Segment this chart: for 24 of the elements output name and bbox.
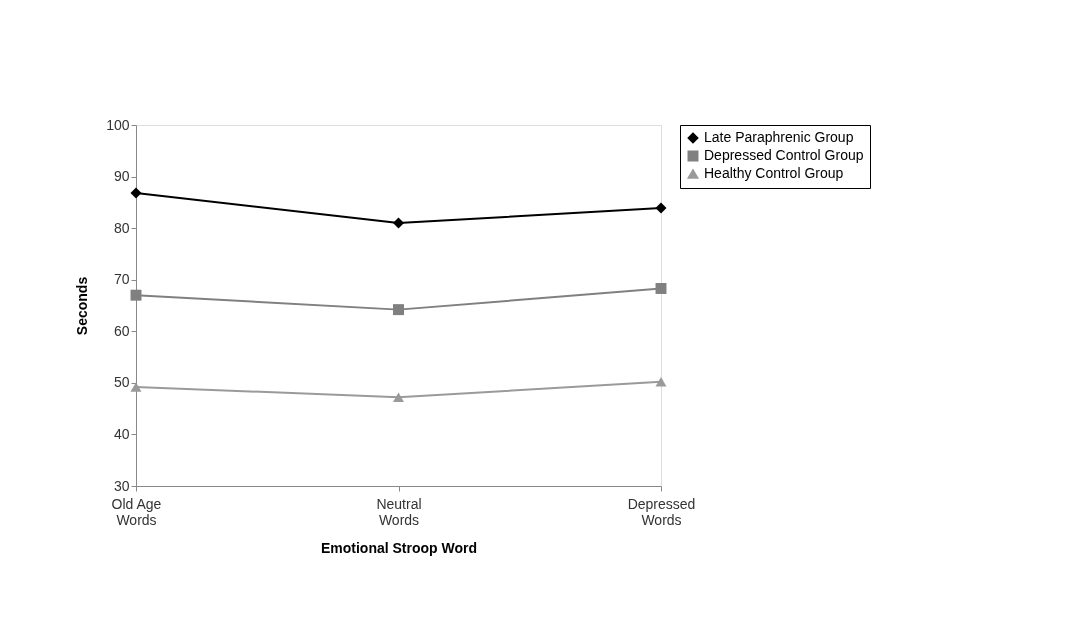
x-tick-label: Depressed Words: [627, 495, 696, 528]
legend-label: Healthy Control Group: [704, 165, 844, 181]
point: [655, 377, 667, 387]
point: [130, 382, 142, 392]
point: [655, 202, 667, 214]
x-axis-title: Emotional Stroop Word: [320, 539, 478, 556]
legend-label: Late Paraphrenic Group: [704, 129, 854, 145]
point: [393, 304, 404, 316]
y-tick-label: 100: [106, 116, 130, 133]
y-tick-label: 30: [113, 477, 130, 494]
y-tick-label: 60: [113, 322, 130, 339]
y-axis-title: Seconds: [74, 276, 91, 336]
y-tick-label: 80: [113, 219, 130, 236]
x-tick-label: Old Age Words: [111, 495, 162, 528]
point: [130, 187, 142, 199]
point: [130, 289, 142, 301]
y-tick-label: 50: [113, 374, 130, 391]
y-tick-label: 70: [113, 271, 130, 288]
y-tick-label: 90: [113, 168, 130, 185]
legend-label: Depressed Control Group: [704, 147, 864, 163]
x-tick-label: Neutral Words: [376, 495, 422, 528]
y-tick-label: 40: [113, 425, 130, 442]
point: [655, 283, 667, 294]
point: [393, 392, 404, 403]
